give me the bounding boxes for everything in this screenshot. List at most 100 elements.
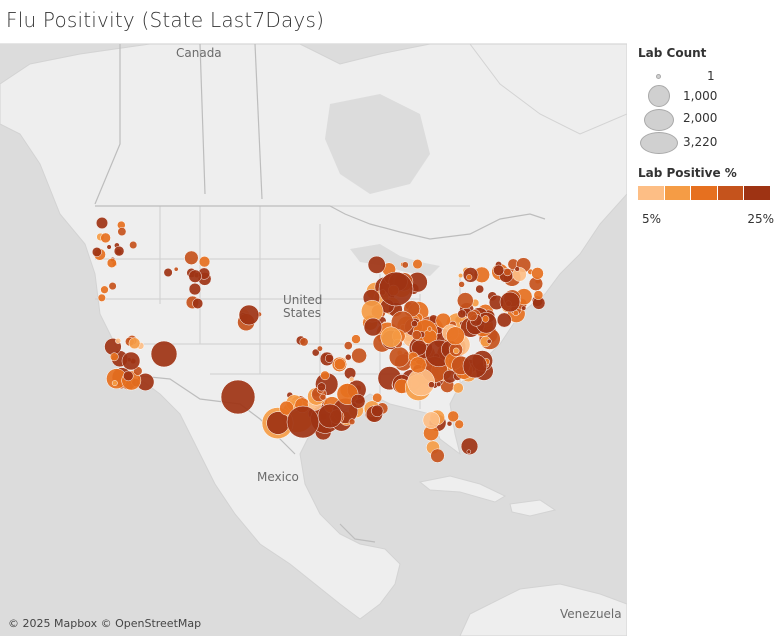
lab-bubble[interactable] bbox=[106, 258, 117, 268]
lab-bubble[interactable] bbox=[499, 291, 521, 313]
lab-bubble[interactable] bbox=[299, 337, 309, 347]
lab-bubble[interactable] bbox=[462, 353, 488, 379]
lab-bubble[interactable] bbox=[533, 290, 544, 300]
map-canvas[interactable] bbox=[0, 44, 627, 636]
lab-bubble[interactable] bbox=[220, 379, 256, 415]
lab-bubble[interactable] bbox=[367, 255, 386, 274]
size-legend-circle bbox=[656, 74, 661, 79]
lab-bubble[interactable] bbox=[348, 418, 356, 425]
lab-bubble[interactable] bbox=[481, 315, 490, 323]
lab-bubble[interactable] bbox=[115, 337, 122, 344]
gulf-of-mexico-water bbox=[310, 429, 435, 489]
lab-bubble[interactable] bbox=[427, 326, 433, 332]
lab-bubble[interactable] bbox=[91, 247, 102, 257]
lab-bubble[interactable] bbox=[486, 338, 492, 344]
lab-bubble[interactable] bbox=[128, 337, 141, 350]
hudson-bay-water bbox=[325, 94, 430, 194]
color-step bbox=[691, 186, 717, 200]
color-ramp bbox=[638, 186, 771, 200]
lab-bubble[interactable] bbox=[457, 309, 467, 319]
lab-bubble[interactable] bbox=[184, 250, 199, 265]
lab-bubble[interactable] bbox=[446, 420, 453, 427]
lab-bubble[interactable] bbox=[108, 282, 117, 291]
lab-bubble[interactable] bbox=[531, 267, 544, 280]
lab-bubble[interactable] bbox=[388, 346, 410, 368]
lab-bubble[interactable] bbox=[348, 376, 355, 383]
lab-bubble[interactable] bbox=[345, 353, 352, 361]
lab-bubble[interactable] bbox=[447, 410, 459, 423]
size-legend: 1 1,000 2,000 3,220 bbox=[638, 64, 778, 160]
lab-bubble[interactable] bbox=[317, 382, 327, 392]
lab-bubble[interactable] bbox=[466, 449, 472, 454]
lab-bubble[interactable] bbox=[350, 393, 366, 409]
lab-bubble[interactable] bbox=[117, 227, 127, 237]
lab-bubble[interactable] bbox=[279, 400, 294, 416]
lab-bubble[interactable] bbox=[458, 273, 464, 279]
lab-bubble[interactable] bbox=[363, 317, 383, 337]
lab-bubble[interactable] bbox=[452, 347, 460, 355]
lab-bubble[interactable] bbox=[192, 298, 204, 309]
lab-bubble[interactable] bbox=[378, 271, 414, 307]
lab-bubble[interactable] bbox=[317, 403, 343, 429]
lab-bubble[interactable] bbox=[100, 232, 111, 244]
lab-bubble[interactable] bbox=[380, 326, 402, 348]
lab-bubble[interactable] bbox=[351, 347, 367, 364]
lab-bubble[interactable] bbox=[422, 411, 440, 429]
lab-bubble[interactable] bbox=[286, 405, 320, 439]
lab-bubble[interactable] bbox=[319, 393, 327, 401]
lab-bubble[interactable] bbox=[467, 310, 478, 322]
lab-bubble[interactable] bbox=[123, 370, 134, 382]
lab-bubble[interactable] bbox=[163, 267, 173, 278]
lab-bubble[interactable] bbox=[97, 293, 106, 302]
lab-bubble[interactable] bbox=[351, 334, 361, 344]
lab-bubble[interactable] bbox=[129, 240, 138, 250]
lab-bubble[interactable] bbox=[198, 256, 211, 268]
size-legend-label: 2,000 bbox=[683, 111, 718, 125]
lab-bubble[interactable] bbox=[109, 352, 119, 362]
size-legend-circle bbox=[644, 109, 674, 131]
lab-bubble[interactable] bbox=[493, 264, 505, 276]
lab-bubble[interactable] bbox=[121, 351, 141, 371]
lab-bubble[interactable] bbox=[150, 340, 178, 368]
lab-bubble[interactable] bbox=[410, 320, 418, 328]
lab-bubble[interactable] bbox=[173, 266, 179, 272]
lab-bubble[interactable] bbox=[100, 285, 109, 294]
lab-bubble[interactable] bbox=[188, 282, 202, 296]
lab-bubble[interactable] bbox=[458, 281, 465, 288]
lab-bubble[interactable] bbox=[371, 404, 384, 418]
lab-bubble[interactable] bbox=[446, 326, 465, 346]
lab-bubble[interactable] bbox=[454, 419, 464, 429]
lab-bubble[interactable] bbox=[496, 312, 512, 328]
lab-bubble[interactable] bbox=[316, 345, 323, 352]
lab-bubble[interactable] bbox=[456, 292, 474, 309]
lab-bubble[interactable] bbox=[333, 358, 346, 371]
lab-bubble[interactable] bbox=[460, 437, 479, 455]
page-title: Flu Positivity (State Last7Days) bbox=[6, 8, 325, 32]
lab-bubble[interactable] bbox=[95, 216, 109, 230]
map-attribution[interactable]: © 2025 Mapbox © OpenStreetMap bbox=[8, 617, 202, 630]
lab-bubble[interactable] bbox=[111, 380, 118, 387]
lab-bubble[interactable] bbox=[411, 330, 422, 341]
lab-bubble[interactable] bbox=[188, 269, 202, 283]
lab-bubble[interactable] bbox=[521, 305, 527, 311]
size-legend-title: Lab Count bbox=[638, 46, 707, 60]
lab-bubble[interactable] bbox=[343, 341, 353, 350]
lab-bubble[interactable] bbox=[452, 382, 464, 394]
lab-bubble[interactable] bbox=[514, 266, 520, 272]
lab-bubble[interactable] bbox=[401, 261, 409, 269]
map-view[interactable]: Canada United States Mexico Venezuela © … bbox=[0, 43, 627, 636]
lab-bubble[interactable] bbox=[503, 268, 512, 277]
lab-bubble[interactable] bbox=[430, 448, 445, 463]
lab-bubble[interactable] bbox=[113, 245, 125, 257]
bubble-layer bbox=[91, 216, 546, 463]
lab-bubble[interactable] bbox=[238, 304, 260, 326]
lab-bubble[interactable] bbox=[475, 284, 485, 294]
lab-bubble[interactable] bbox=[412, 259, 423, 270]
lab-bubble[interactable] bbox=[324, 353, 334, 363]
lab-bubble[interactable] bbox=[466, 274, 473, 281]
lab-bubble[interactable] bbox=[409, 356, 427, 374]
lab-bubble[interactable] bbox=[106, 244, 112, 250]
lab-bubble[interactable] bbox=[428, 381, 435, 389]
lab-bubble[interactable] bbox=[320, 370, 330, 381]
lab-bubble[interactable] bbox=[311, 348, 320, 357]
